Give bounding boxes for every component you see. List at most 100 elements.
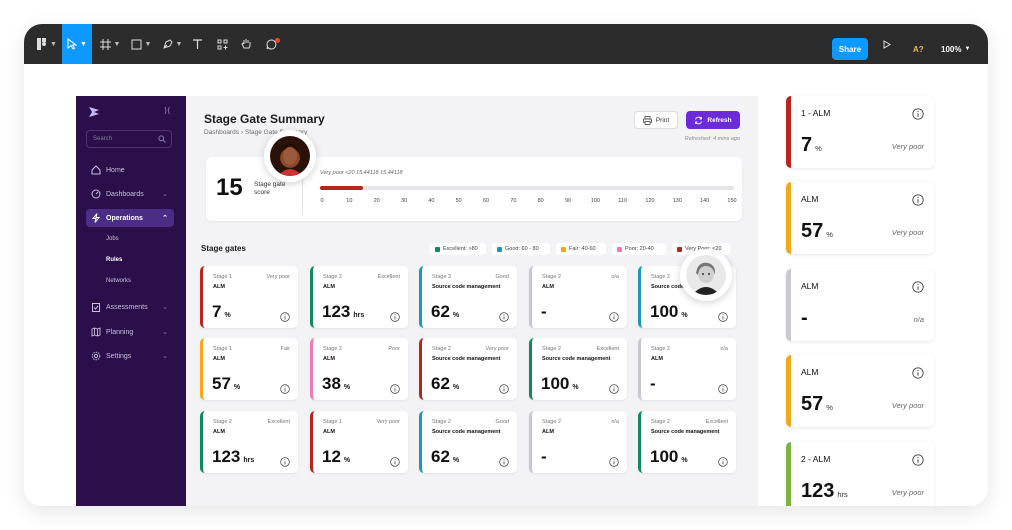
info-icon[interactable] (912, 453, 924, 466)
pen-tool-button[interactable]: ▼ (158, 24, 186, 64)
info-icon[interactable] (718, 454, 728, 467)
metric-status: n/a (913, 315, 924, 324)
info-icon[interactable] (609, 309, 619, 322)
info-icon[interactable] (280, 309, 290, 322)
scale-tick-label: 130 (672, 198, 682, 204)
metric-summary-card[interactable]: ALM 57% Very poor (786, 355, 934, 427)
breadcrumb-link[interactable]: Dashboards (204, 129, 240, 136)
stage-gate-card[interactable]: Stage 2 Poor ALM 38% (310, 338, 408, 400)
print-button[interactable]: Print (634, 111, 678, 129)
sidebar-subitem-rules[interactable]: Rules (106, 257, 123, 263)
stage-gate-card[interactable]: Stage 2 Excellent Source code management 10… (529, 338, 627, 400)
collaborator-avatar[interactable] (264, 130, 316, 182)
info-icon[interactable] (499, 309, 509, 322)
resources-button[interactable] (212, 24, 232, 64)
hand-tool-button[interactable] (236, 24, 256, 64)
chevron-down-icon: ▼ (144, 40, 152, 48)
stage-gate-card[interactable]: Stage 2 n/a ALM - (529, 411, 627, 473)
dashboard-frame: ⟩⟨ Search Home Dashboards ⌄ Operations (76, 96, 758, 506)
card-metric-name: ALM (651, 356, 663, 362)
zoom-menu[interactable]: 100% ▼ (941, 38, 970, 60)
stage-gate-card[interactable]: Stage 3 Good Source code management 62% (419, 266, 517, 328)
chevron-down-icon: ⌄ (162, 191, 168, 198)
move-tool-button[interactable]: ▼ (62, 24, 92, 64)
clipboard-icon (91, 302, 101, 312)
chevron-down-icon: ▼ (964, 46, 971, 52)
stage-gate-card[interactable]: Stage 2 n/a ALM - (638, 338, 736, 400)
info-icon[interactable] (499, 381, 509, 394)
stage-gate-card[interactable]: Stage 2 Very poor Source code management 62… (419, 338, 517, 400)
info-icon[interactable] (499, 454, 509, 467)
stage-gate-card[interactable]: Stage 2 Excellent ALM 123 hrs (200, 411, 298, 473)
sidebar-item-label: Assessments (106, 303, 148, 311)
score-value: 15 (216, 174, 243, 201)
sidebar-item-assessments[interactable]: Assessments ⌄ (86, 298, 174, 316)
legend-swatch (497, 246, 502, 252)
stage-gate-card[interactable]: Stage 2 Excellent ALM 123 hrs (310, 266, 408, 328)
scale-tick-label: 120 (645, 198, 655, 204)
sidebar-item-planning[interactable]: Planning ⌄ (86, 323, 174, 341)
zoom-level: 100% (941, 44, 962, 54)
sidebar-item-home[interactable]: Home (86, 161, 174, 179)
legend-label: Good: 60 - 80 (505, 246, 539, 252)
stage-gate-card[interactable]: Stage 1 Very poor ALM 7% (200, 266, 298, 328)
stage-gate-card[interactable]: Stage 1 Fair ALM 57% (200, 338, 298, 400)
main-menu-button[interactable]: ▼ (32, 24, 62, 64)
info-icon[interactable] (609, 381, 619, 394)
metric-summary-card[interactable]: 2 - ALM 123 hrs Very poor (786, 442, 934, 506)
info-icon[interactable] (912, 107, 924, 120)
sidebar-subitem-networks[interactable]: Networks (106, 278, 132, 284)
refresh-icon (695, 116, 703, 124)
info-icon[interactable] (912, 193, 924, 206)
card-status: Excellent (377, 274, 400, 280)
avatar-photo (686, 255, 726, 295)
card-metric-name: ALM (542, 429, 554, 435)
info-icon[interactable] (390, 309, 400, 322)
info-icon[interactable] (390, 381, 400, 394)
frame-tool-button[interactable]: ▼ (96, 24, 124, 64)
metric-summary-card[interactable]: ALM 57% Very poor (786, 182, 934, 254)
figma-logo-icon (37, 38, 47, 50)
legend-swatch (561, 246, 566, 252)
ai-assistant-button[interactable]: A? (913, 44, 924, 54)
sidebar-subitem-jobs[interactable]: Jobs (106, 236, 119, 242)
text-icon (192, 38, 202, 49)
info-icon[interactable] (280, 381, 290, 394)
shape-tool-button[interactable]: ▼ (127, 24, 155, 64)
search-input[interactable]: Search (86, 130, 172, 148)
text-tool-button[interactable] (187, 24, 207, 64)
metric-summary-card[interactable]: 1 - ALM 7% Very poor (786, 96, 934, 168)
divider (302, 163, 303, 215)
card-metric-unit: % (452, 384, 460, 391)
card-status: Good (495, 419, 509, 425)
info-icon[interactable] (280, 454, 290, 467)
sidebar: ⟩⟨ Search Home Dashboards ⌄ Operations (76, 96, 186, 506)
card-metric-unit: % (452, 312, 460, 319)
info-icon[interactable] (912, 280, 924, 293)
metric-summary-card[interactable]: ALM - n/a (786, 269, 934, 341)
refresh-button[interactable]: Refresh (686, 111, 740, 129)
stage-gate-card[interactable]: Stage 2 Excellent Source code management 10… (638, 411, 736, 473)
sidebar-item-settings[interactable]: Settings ⌄ (86, 347, 174, 365)
info-icon[interactable] (609, 454, 619, 467)
stage-gate-card[interactable]: Stage 1 Very poor ALM 12% (310, 411, 408, 473)
card-metric-value-wrap: 100% (650, 302, 688, 322)
stage-gate-card[interactable]: Stage 2 Good Source code management 62% (419, 411, 517, 473)
info-icon[interactable] (718, 381, 728, 394)
breadcrumb-separator: › (240, 129, 244, 136)
sidebar-item-dashboards[interactable]: Dashboards ⌄ (86, 185, 174, 203)
info-icon[interactable] (912, 366, 924, 379)
info-icon[interactable] (390, 454, 400, 467)
legend-swatch (435, 246, 440, 252)
scale-tick-label: 100 (590, 198, 600, 204)
info-icon[interactable] (718, 309, 728, 322)
sidebar-item-operations[interactable]: Operations ⌃ (86, 209, 174, 227)
metric-unit: % (826, 403, 833, 412)
comment-tool-button[interactable] (261, 24, 281, 64)
stage-gate-card[interactable]: Stage 2 n/a ALM - (529, 266, 627, 328)
legend-label: Fair: 40-60 (569, 246, 596, 252)
collapse-sidebar-icon[interactable]: ⟩⟨ (164, 106, 171, 115)
share-button[interactable]: Share (832, 38, 868, 60)
present-button[interactable] (880, 24, 894, 64)
collaborator-avatar[interactable] (680, 249, 732, 301)
